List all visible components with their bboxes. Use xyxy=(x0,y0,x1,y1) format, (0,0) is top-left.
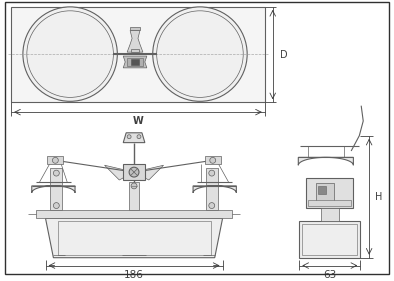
Circle shape xyxy=(209,170,215,176)
Bar xyxy=(316,183,334,203)
Bar xyxy=(206,168,217,210)
Bar xyxy=(299,221,360,258)
Bar xyxy=(205,157,221,164)
Bar xyxy=(50,168,62,210)
Circle shape xyxy=(209,203,215,209)
Bar xyxy=(127,58,143,66)
Circle shape xyxy=(131,183,137,189)
Text: 63: 63 xyxy=(323,269,336,280)
Polygon shape xyxy=(193,186,236,193)
Bar xyxy=(131,49,139,52)
Bar xyxy=(130,27,140,31)
Circle shape xyxy=(127,135,131,139)
Bar xyxy=(36,210,232,218)
Bar xyxy=(306,178,353,208)
Polygon shape xyxy=(32,186,75,193)
Bar xyxy=(321,208,338,221)
Polygon shape xyxy=(123,56,147,68)
Circle shape xyxy=(23,7,117,101)
Polygon shape xyxy=(127,31,143,52)
Circle shape xyxy=(54,170,59,176)
Circle shape xyxy=(210,157,216,163)
Bar xyxy=(11,7,265,102)
Text: W: W xyxy=(133,116,143,126)
Polygon shape xyxy=(46,218,223,258)
Circle shape xyxy=(137,135,141,139)
Polygon shape xyxy=(134,165,164,180)
Bar xyxy=(308,200,351,206)
Bar xyxy=(131,59,139,65)
Circle shape xyxy=(54,203,59,209)
Text: H: H xyxy=(375,192,383,202)
Bar xyxy=(123,164,145,180)
Circle shape xyxy=(129,167,139,177)
Bar xyxy=(129,182,139,210)
Circle shape xyxy=(153,7,247,101)
Text: 186: 186 xyxy=(124,269,144,280)
Text: D: D xyxy=(280,49,287,60)
Bar xyxy=(318,186,326,194)
Polygon shape xyxy=(298,157,353,165)
Bar xyxy=(58,221,211,255)
Bar xyxy=(302,224,357,255)
Bar xyxy=(48,157,63,164)
Circle shape xyxy=(52,157,58,163)
Polygon shape xyxy=(123,133,145,143)
Polygon shape xyxy=(104,165,134,180)
